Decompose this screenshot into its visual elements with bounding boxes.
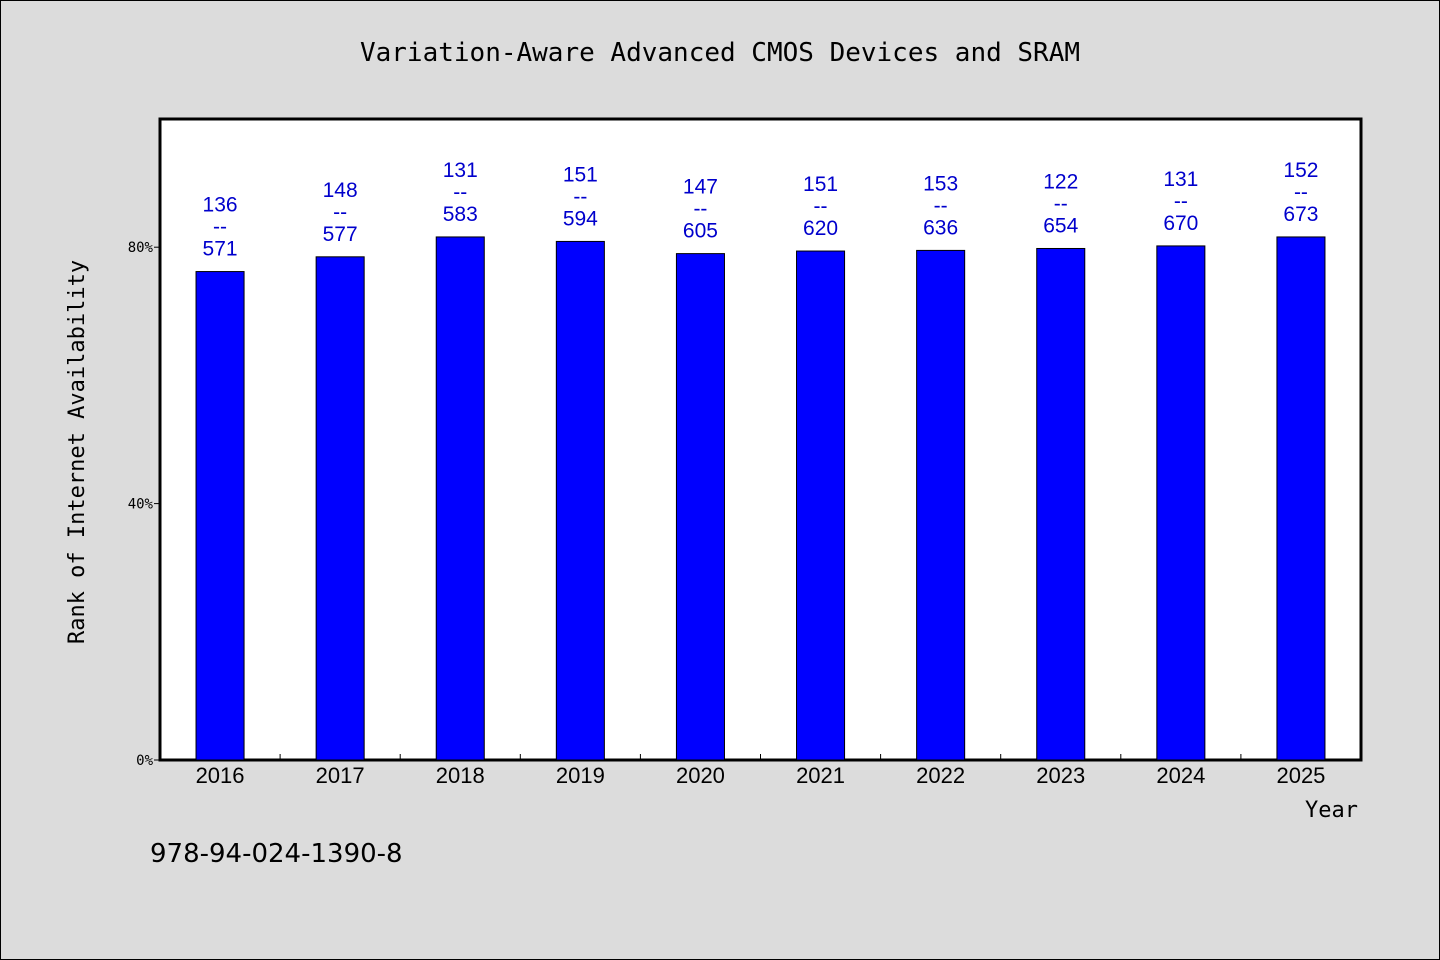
data-label-2017-line-3: 577	[323, 223, 358, 246]
x-tick-label-2020: 2020	[676, 763, 725, 788]
bar-2022	[916, 249, 966, 761]
data-label-2021-line-1: 151	[803, 173, 838, 196]
bar-2020	[675, 253, 725, 761]
chart-title: Variation-Aware Advanced CMOS Devices an…	[360, 38, 1080, 68]
data-label-2017-line-1: 148	[323, 179, 358, 202]
x-tick-label-2025: 2025	[1276, 763, 1325, 788]
data-label-2018-line-2: --	[453, 181, 467, 204]
data-label-2022-line-1: 153	[923, 172, 958, 195]
data-label-2024-line-3: 670	[1163, 212, 1198, 235]
data-label-2023-line-1: 122	[1043, 170, 1078, 193]
y-tick-label-0: 0%	[136, 753, 153, 769]
y-tick-label-80: 80%	[128, 240, 154, 256]
bar-2021	[796, 250, 846, 761]
bar-2025	[1276, 236, 1326, 761]
data-label-2021-line-2: --	[814, 195, 828, 218]
x-tick-label-2023: 2023	[1036, 763, 1085, 788]
bar-2019	[555, 240, 605, 761]
bar-2023	[1036, 247, 1086, 761]
x-tick-label-2019: 2019	[556, 763, 605, 788]
data-label-2025-line-2: --	[1294, 181, 1308, 204]
data-label-2025-line-1: 152	[1283, 159, 1318, 182]
x-axis-label: Year	[1305, 798, 1358, 823]
data-label-2024-line-1: 131	[1163, 168, 1198, 191]
data-label-2022-line-2: --	[934, 194, 948, 217]
data-label-2023-line-3: 654	[1043, 214, 1078, 237]
x-axis: 2016 2017 2018 2019 2020 2021 2022 2023 2024 2025	[196, 754, 1325, 788]
data-label-2017-line-2: --	[333, 201, 347, 224]
x-tick-label-2022: 2022	[916, 763, 965, 788]
x-tick-label-2024: 2024	[1156, 763, 1205, 788]
data-label-2016-line-3: 571	[203, 238, 238, 261]
bar-2016	[195, 271, 245, 761]
data-label-2023-line-2: --	[1054, 192, 1068, 215]
data-label-2024-line-2: --	[1174, 190, 1188, 213]
x-tick-label-2018: 2018	[436, 763, 485, 788]
data-label-2020-line-1: 147	[683, 176, 718, 199]
bar-2017	[315, 256, 365, 761]
x-tick-label-2017: 2017	[316, 763, 365, 788]
footer-isbn: 978-94-024-1390-8	[150, 839, 403, 869]
y-axis: 0% 40% 80%	[128, 240, 160, 769]
y-tick-label-40: 40%	[128, 497, 154, 513]
data-label-2022-line-3: 636	[923, 216, 958, 239]
data-label-2016-line-1: 136	[203, 194, 238, 217]
data-label-2018-line-3: 583	[443, 203, 478, 226]
data-label-2019-line-2: --	[573, 185, 587, 208]
data-label-2020-line-2: --	[693, 198, 707, 221]
data-label-2025-line-3: 673	[1283, 203, 1318, 226]
data-label-2018-line-1: 131	[443, 159, 478, 182]
data-label-2016-line-2: --	[213, 216, 227, 239]
data-label-2019-line-1: 151	[563, 163, 598, 186]
y-axis-label: Rank of Internet Availability	[65, 260, 90, 644]
x-tick-label-2021: 2021	[796, 763, 845, 788]
bar-2024	[1156, 245, 1206, 761]
data-label-2019-line-3: 594	[563, 207, 598, 230]
bars-group	[195, 236, 1326, 761]
data-label-2021-line-3: 620	[803, 217, 838, 240]
data-labels-group: 136--571148--577131--583151--594147--605…	[203, 159, 1319, 261]
x-tick-label-2016: 2016	[196, 763, 245, 788]
data-label-2020-line-3: 605	[683, 220, 718, 243]
bar-2018	[435, 236, 485, 761]
